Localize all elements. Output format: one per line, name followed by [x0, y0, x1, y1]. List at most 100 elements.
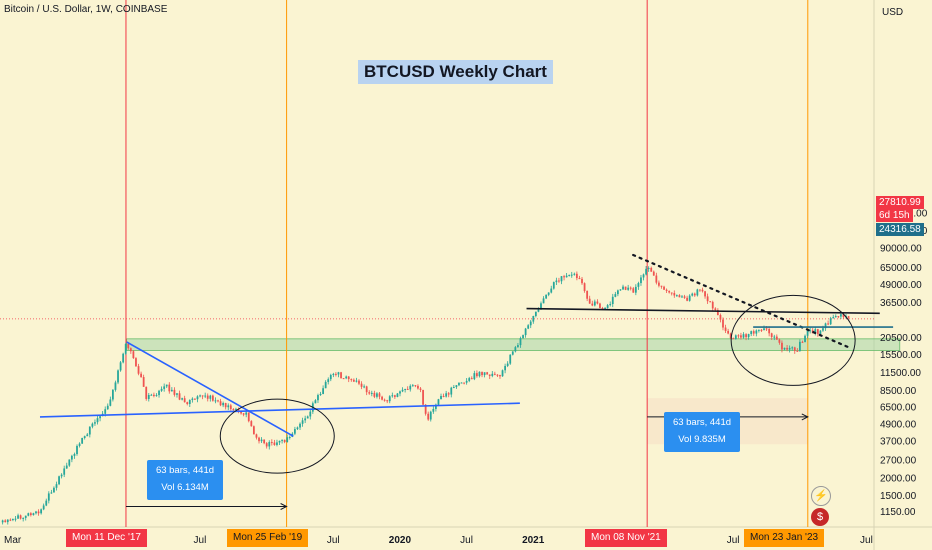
- lightning-icon[interactable]: ⚡: [811, 486, 831, 506]
- candle-body: [170, 389, 173, 392]
- candle-body: [586, 290, 589, 299]
- candle-body: [396, 393, 399, 397]
- candle-body: [514, 347, 517, 352]
- candle-body: [478, 371, 481, 377]
- price-tick-label: 36500.00: [880, 298, 922, 309]
- candle-body: [534, 311, 537, 317]
- time-tick-label: Jul: [327, 535, 340, 546]
- candle-body: [419, 388, 422, 390]
- candle-body: [696, 289, 699, 296]
- candle-body: [68, 459, 71, 466]
- candle-body: [545, 294, 548, 299]
- candle-body: [596, 301, 599, 304]
- candle-body: [437, 399, 440, 405]
- candle-body: [588, 298, 591, 304]
- measure-box-2: 63 bars, 441d Vol 9.835M: [664, 412, 740, 452]
- candle-body: [188, 399, 191, 404]
- candle-body: [9, 519, 12, 521]
- candle-body: [816, 329, 819, 334]
- candle-body: [142, 377, 145, 387]
- candle-body: [160, 388, 163, 391]
- candle-body: [222, 403, 225, 406]
- candle-body: [347, 376, 350, 380]
- measure-arrow-1-head: [280, 503, 288, 510]
- candle-body: [22, 517, 25, 519]
- candle-body: [345, 376, 348, 379]
- candle-body: [788, 347, 791, 350]
- candle-body: [393, 395, 396, 397]
- candle-body: [642, 274, 645, 278]
- candle-body: [288, 436, 291, 438]
- candle-body: [276, 442, 278, 445]
- candle-body: [322, 388, 324, 394]
- candle-body: [191, 398, 194, 400]
- price-tick-label: 65000.00: [880, 263, 922, 274]
- candle-body: [270, 442, 273, 444]
- candle-body: [455, 385, 458, 388]
- candle-body: [237, 408, 240, 411]
- candle-body: [53, 487, 55, 493]
- price-tick-label: 11500.00: [880, 368, 921, 379]
- candle-body: [129, 348, 132, 352]
- candle-body: [701, 289, 704, 292]
- candle-body: [763, 328, 765, 331]
- candle-body: [652, 271, 655, 276]
- candle-body: [496, 374, 499, 376]
- candle-body: [491, 373, 494, 376]
- candle-body: [529, 321, 532, 326]
- candle-body: [355, 380, 358, 382]
- candle-body: [242, 413, 245, 415]
- candle-body: [145, 386, 148, 399]
- candle-body: [186, 402, 189, 404]
- candle-body: [368, 392, 371, 394]
- candle-body: [752, 331, 755, 334]
- candle-body: [378, 393, 381, 397]
- candle-body: [504, 365, 507, 371]
- candle-body: [555, 280, 558, 283]
- candle-body: [252, 426, 255, 435]
- candle-body: [547, 292, 550, 295]
- candle-body: [304, 418, 307, 421]
- candle-body: [632, 288, 635, 293]
- candle-body: [716, 310, 719, 316]
- candle-body: [119, 362, 122, 371]
- candle-body: [614, 294, 617, 297]
- candle-body: [645, 268, 647, 275]
- candle-body: [686, 297, 689, 301]
- candle-body: [206, 395, 209, 399]
- candle-body: [247, 412, 250, 422]
- candle-body: [163, 386, 166, 389]
- candle-body: [352, 379, 355, 382]
- candle-body: [17, 515, 19, 519]
- measure-box-1-volume: Vol 6.134M: [161, 482, 209, 493]
- time-tick-label: Jul: [860, 535, 873, 546]
- candle-body: [427, 413, 430, 420]
- candle-body: [404, 388, 407, 390]
- candle-body: [245, 412, 248, 415]
- candle-body: [47, 493, 50, 501]
- candle-body: [683, 296, 686, 298]
- candle-body: [519, 338, 522, 346]
- downtrend-2018: [126, 341, 294, 437]
- candle-body: [224, 403, 227, 408]
- candle-body: [335, 373, 337, 375]
- candle-body: [727, 330, 730, 334]
- price-tick-label: 3700.00: [880, 436, 917, 447]
- candle-body: [181, 398, 184, 400]
- candle-body: [370, 392, 373, 394]
- price-tick-label: 2000.00: [880, 474, 917, 485]
- measure-box-2-bars: 63 bars, 441d: [672, 417, 732, 428]
- time-tick-label: 2020: [389, 535, 412, 546]
- candle-body: [27, 513, 30, 516]
- candle-body: [317, 395, 319, 401]
- candle-body: [350, 379, 353, 381]
- candle-body: [809, 330, 812, 332]
- candle-body: [104, 409, 107, 414]
- candle-body: [599, 303, 601, 309]
- us-flag-icon[interactable]: $: [811, 508, 829, 526]
- candle-body: [522, 335, 524, 339]
- candle-body: [150, 394, 153, 396]
- candle-body: [616, 290, 619, 295]
- candle-body: [363, 386, 366, 388]
- candle-body: [158, 390, 160, 396]
